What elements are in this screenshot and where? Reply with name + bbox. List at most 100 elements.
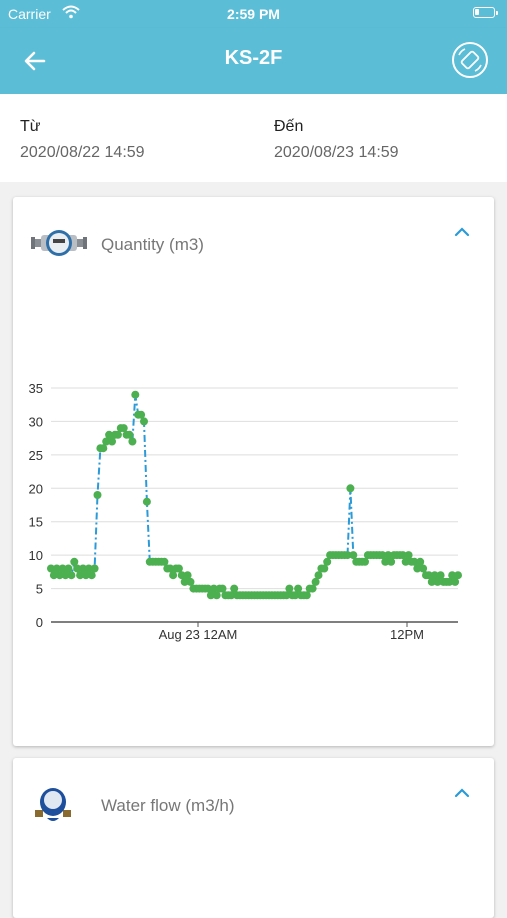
- data-point: [451, 577, 460, 586]
- data-point: [454, 571, 462, 580]
- data-point: [343, 551, 352, 560]
- data-point: [52, 564, 61, 573]
- y-tick-label: 30: [29, 414, 43, 429]
- data-point: [102, 437, 111, 446]
- data-point: [387, 557, 396, 566]
- wifi-icon: [62, 5, 80, 19]
- to-date[interactable]: Đến 2020/08/23 14:59: [274, 118, 399, 162]
- y-tick-label: 0: [36, 615, 43, 630]
- data-point: [55, 571, 64, 580]
- data-point: [430, 571, 439, 580]
- data-point: [81, 571, 90, 580]
- data-point: [294, 584, 303, 593]
- data-point: [323, 557, 332, 566]
- data-point: [445, 577, 454, 586]
- y-tick-label: 5: [36, 582, 43, 597]
- arrow-left-icon[interactable]: [20, 46, 50, 76]
- data-point: [282, 591, 291, 600]
- data-point: [311, 577, 320, 586]
- data-point: [58, 564, 67, 573]
- data-point: [218, 584, 227, 593]
- data-point: [119, 424, 128, 433]
- data-point: [79, 564, 87, 573]
- data-point: [93, 491, 102, 499]
- data-point: [416, 557, 425, 566]
- x-tick-label: Aug 23 12AM: [159, 627, 238, 642]
- data-point: [314, 571, 323, 580]
- page-title: KS-2F: [224, 47, 283, 69]
- data-point: [142, 497, 151, 506]
- data-point: [427, 577, 436, 586]
- blue-water-meter-icon: [35, 788, 71, 821]
- data-point: [70, 557, 79, 566]
- data-point: [204, 584, 212, 593]
- data-point: [84, 564, 93, 573]
- data-point: [64, 564, 73, 573]
- data-point: [285, 584, 294, 593]
- data-point: [346, 484, 355, 493]
- data-point: [180, 577, 189, 586]
- carrier-label: Carrier: [8, 6, 51, 22]
- to-label: Đến: [274, 118, 304, 135]
- data-point: [384, 551, 393, 560]
- data-point: [206, 591, 215, 600]
- data-point: [209, 584, 218, 593]
- x-tick-label: 12PM: [390, 627, 424, 642]
- data-point: [140, 417, 148, 426]
- chevron-up-icon[interactable]: [454, 788, 470, 798]
- water-flow-card: Water flow (m3/h): [13, 758, 494, 918]
- data-point: [410, 557, 419, 566]
- data-point: [381, 557, 390, 566]
- data-point: [99, 444, 108, 453]
- y-tick-label: 15: [29, 515, 43, 530]
- screen-rotation-icon[interactable]: [451, 41, 489, 79]
- status-time: 2:59 PM: [227, 6, 280, 22]
- data-point: [160, 557, 169, 566]
- navigation-bar: KS-2F: [0, 28, 507, 94]
- y-tick-label: 25: [29, 448, 43, 463]
- chevron-up-icon[interactable]: [454, 227, 470, 237]
- data-point: [125, 430, 134, 439]
- quantity-card: Quantity (m3) 0 5 10 15 20 25 30 35 Aug 23 12AM 1…: [13, 197, 494, 746]
- data-point: [436, 571, 445, 580]
- data-point: [166, 564, 175, 573]
- data-point: [227, 591, 236, 600]
- data-point: [349, 551, 358, 560]
- data-point: [424, 571, 433, 580]
- status-bar: Carrier 2:59 PM: [0, 0, 507, 28]
- date-range-panel: Từ 2020/08/22 14:59 Đến 2020/08/23 14:59: [0, 94, 507, 182]
- data-point: [131, 390, 140, 399]
- data-point: [49, 571, 58, 580]
- data-point: [183, 571, 192, 580]
- y-tick-label: 35: [29, 381, 43, 396]
- data-point: [113, 430, 122, 439]
- data-point: [401, 557, 410, 566]
- data-point: [448, 571, 457, 580]
- data-point: [108, 437, 116, 446]
- data-point: [105, 430, 114, 439]
- from-date[interactable]: Từ 2020/08/22 14:59: [20, 118, 145, 162]
- data-point: [169, 571, 178, 580]
- data-point: [320, 564, 329, 573]
- data-point: [186, 577, 195, 586]
- data-point: [177, 571, 186, 580]
- data-point: [128, 437, 137, 446]
- data-point: [47, 564, 55, 573]
- from-label: Từ: [20, 118, 41, 135]
- data-point: [67, 571, 76, 580]
- data-point: [308, 584, 317, 593]
- data-point: [404, 551, 413, 560]
- data-point: [291, 591, 300, 600]
- y-tick-label: 20: [29, 481, 43, 496]
- data-point: [419, 564, 428, 573]
- y-tick-label: 10: [29, 548, 43, 563]
- data-point: [90, 564, 99, 573]
- quantity-card-title: Quantity (m3): [101, 235, 204, 254]
- data-point: [76, 571, 85, 580]
- from-value: 2020/08/22 14:59: [20, 144, 145, 161]
- battery-icon: [473, 7, 498, 18]
- to-value: 2020/08/23 14:59: [274, 144, 399, 161]
- data-point: [73, 564, 82, 573]
- data-point: [398, 551, 407, 560]
- data-point: [212, 591, 221, 600]
